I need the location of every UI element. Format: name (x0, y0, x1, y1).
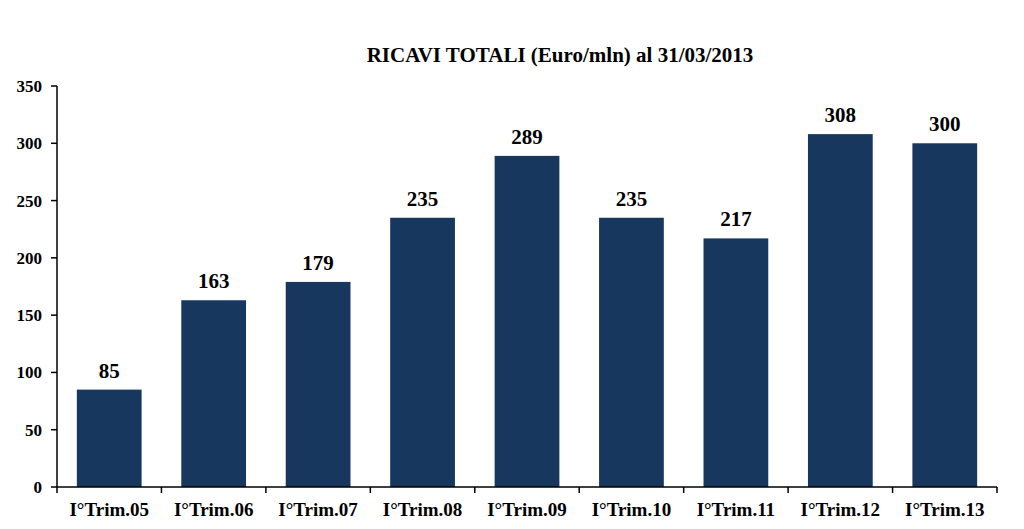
y-tick (51, 372, 57, 374)
x-tick-label: I°Trim.12 (801, 499, 881, 520)
x-tick (578, 487, 580, 493)
title: RICAVI TOTALI (Euro/mln) al 31/03/2013 (367, 43, 754, 67)
bar (390, 218, 455, 487)
x-tick (370, 487, 372, 493)
x-tick (892, 487, 894, 493)
x-tick (474, 487, 476, 493)
x-tick-label: I°Trim.10 (592, 499, 672, 520)
x-tick-label: I°Trim.07 (278, 499, 358, 520)
y-tick (51, 429, 57, 431)
x-tick-label: I°Trim.09 (487, 499, 567, 520)
y-tick-label: 300 (17, 134, 43, 153)
x-tick (683, 487, 685, 493)
bar (599, 218, 664, 487)
chart: RICAVI TOTALI (Euro/mln) al 31/03/2013 85… (0, 0, 1024, 529)
y-tick-label: 350 (17, 77, 43, 96)
data-label: 235 (407, 187, 439, 211)
data-label: 289 (511, 125, 543, 149)
x-tick-label: I°Trim.06 (174, 499, 254, 520)
data-label: 217 (720, 207, 752, 231)
bar (495, 156, 560, 487)
bar (704, 238, 769, 487)
data-label: 308 (825, 103, 857, 127)
y-tick-label: 50 (25, 421, 42, 440)
y-tick-label: 150 (17, 306, 43, 325)
x-tick (56, 487, 58, 493)
data-label: 85 (99, 359, 120, 383)
y-tick (51, 200, 57, 202)
data-label: 300 (929, 112, 961, 136)
x-tick (161, 487, 163, 493)
y-tick-label: 200 (17, 249, 43, 268)
y-tick-label: 250 (17, 192, 43, 211)
x-tick (265, 487, 267, 493)
x-axis (57, 486, 997, 488)
y-tick (51, 143, 57, 145)
bars (77, 134, 977, 487)
data-label: 163 (198, 269, 230, 293)
y-axis (56, 86, 58, 487)
x-tick (996, 487, 998, 493)
data-label: 179 (302, 251, 334, 275)
data-label: 235 (616, 187, 648, 211)
bar (912, 143, 977, 487)
y-tick (51, 486, 57, 488)
y-tick (51, 257, 57, 259)
x-tick-label: I°Trim.05 (69, 499, 149, 520)
bar (286, 282, 351, 487)
bar (77, 390, 142, 487)
bar (808, 134, 873, 487)
bar (181, 300, 246, 487)
y-tick (51, 314, 57, 316)
x-tick-label: I°Trim.13 (905, 499, 985, 520)
y-tick-label: 0 (34, 478, 43, 497)
y-tick-label: 100 (17, 363, 43, 382)
x-tick-label: I°Trim.08 (383, 499, 463, 520)
y-tick (51, 85, 57, 87)
x-tick (787, 487, 789, 493)
x-tick-label: I°Trim.11 (697, 499, 776, 520)
